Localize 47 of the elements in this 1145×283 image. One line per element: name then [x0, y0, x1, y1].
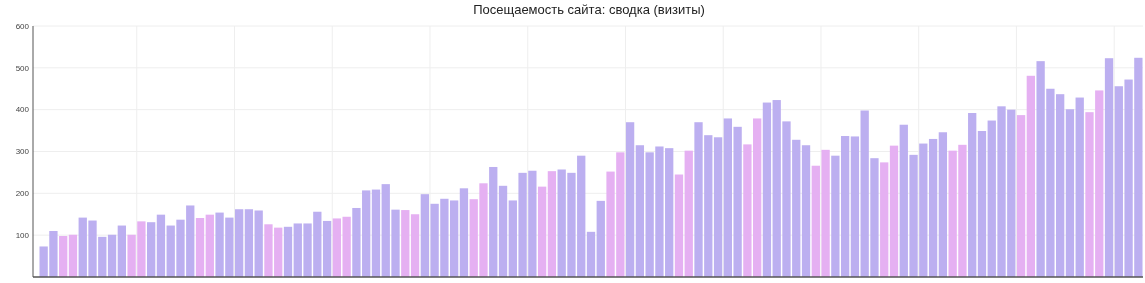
bar: [371, 189, 381, 277]
bar: [674, 174, 684, 277]
bar: [195, 218, 205, 277]
bar: [489, 166, 498, 277]
bar: [107, 234, 117, 277]
bar: [977, 131, 987, 277]
bar: [1065, 109, 1075, 277]
bar: [938, 132, 948, 277]
bar: [283, 226, 293, 277]
bar: [1104, 58, 1114, 277]
bar: [59, 236, 68, 277]
bar: [401, 210, 410, 277]
bar: [410, 214, 420, 277]
bar: [498, 185, 508, 277]
bar: [547, 171, 557, 277]
bar: [1026, 75, 1035, 277]
bar: [625, 122, 635, 277]
y-tick-label: 500: [15, 63, 30, 73]
bar: [762, 102, 772, 277]
y-tick-label: 200: [15, 189, 30, 199]
bar: [322, 220, 332, 277]
y-tick-label: 600: [15, 21, 30, 31]
y-tick-label: 400: [15, 105, 30, 115]
bar: [596, 200, 605, 277]
bar: [68, 234, 78, 277]
bar: [684, 150, 693, 277]
bar: [928, 138, 938, 277]
bar: [586, 231, 596, 277]
y-tick-label: 300: [15, 147, 30, 157]
bar: [1075, 97, 1084, 277]
bar: [889, 145, 899, 277]
bar: [156, 214, 166, 277]
bar: [1016, 115, 1026, 277]
bar: [117, 225, 126, 277]
bar: [968, 113, 977, 277]
bar: [850, 136, 860, 277]
bar: [244, 209, 254, 277]
bar: [713, 137, 723, 277]
chart-title: Посещаемость сайта: сводка (визиты): [473, 2, 705, 17]
bar: [537, 186, 547, 277]
bar: [147, 222, 156, 277]
bar: [801, 145, 811, 277]
bar: [205, 214, 214, 277]
bar: [459, 188, 469, 277]
bar: [254, 210, 263, 277]
bar: [880, 162, 889, 277]
y-tick-label: 100: [15, 230, 30, 240]
